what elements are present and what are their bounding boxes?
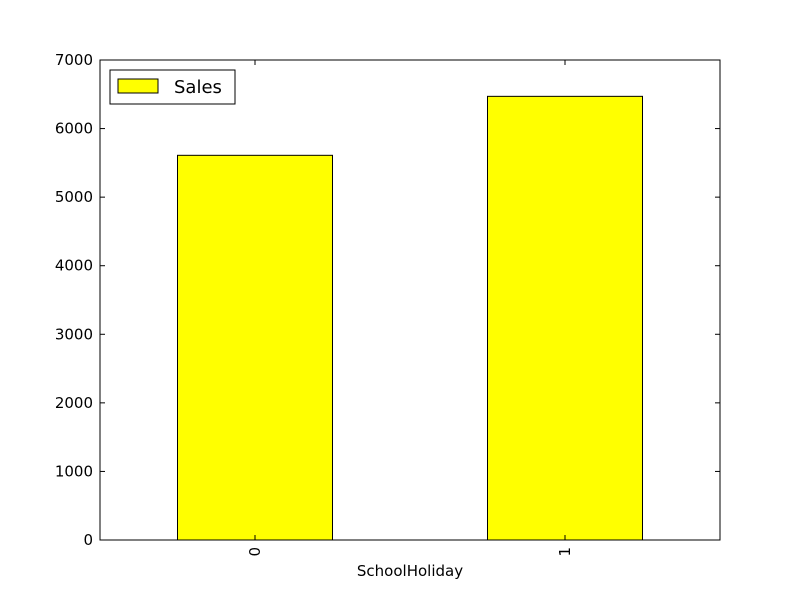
bar-1 [487, 95, 643, 541]
ticks-layer: 0 1000 2000 3000 4000 5000 6000 7000 0 1 [55, 51, 720, 557]
legend-label: Sales [174, 77, 222, 98]
legend-swatch [117, 78, 159, 94]
y-tick-label: 2000 [55, 394, 93, 412]
x-axis-label: SchoolHoliday [357, 562, 463, 580]
y-tick-label: 6000 [55, 120, 93, 138]
x-tick-label: 1 [556, 547, 574, 557]
y-tick-label: 5000 [55, 188, 93, 206]
y-tick-label: 3000 [55, 325, 93, 343]
plot-frame [99, 59, 721, 541]
bars-layer [177, 95, 643, 541]
y-tick-label: 1000 [55, 462, 93, 480]
bar-0 [177, 154, 333, 541]
y-tick-label: 4000 [55, 257, 93, 275]
y-tick-label: 0 [83, 531, 93, 549]
y-tick-label: 7000 [55, 51, 93, 69]
x-tick-label: 0 [246, 547, 264, 557]
legend: Sales [109, 69, 236, 105]
